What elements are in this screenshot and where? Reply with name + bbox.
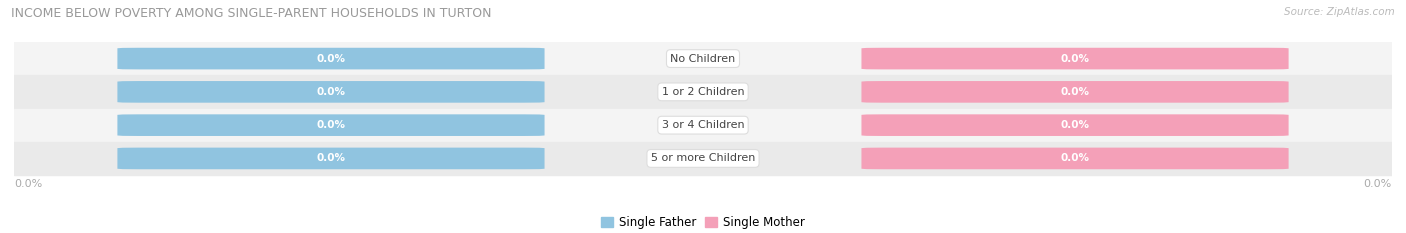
Text: 0.0%: 0.0%	[316, 154, 346, 163]
Text: 0.0%: 0.0%	[14, 179, 42, 189]
FancyBboxPatch shape	[117, 148, 544, 169]
Text: 0.0%: 0.0%	[1060, 54, 1090, 64]
Text: No Children: No Children	[671, 54, 735, 64]
FancyBboxPatch shape	[117, 48, 544, 69]
Text: 0.0%: 0.0%	[316, 120, 346, 130]
Text: INCOME BELOW POVERTY AMONG SINGLE-PARENT HOUSEHOLDS IN TURTON: INCOME BELOW POVERTY AMONG SINGLE-PARENT…	[11, 7, 492, 20]
FancyBboxPatch shape	[862, 114, 1289, 136]
Bar	[14, 109, 1392, 142]
FancyBboxPatch shape	[117, 81, 544, 103]
Bar	[14, 42, 1392, 75]
Text: 1 or 2 Children: 1 or 2 Children	[662, 87, 744, 97]
Text: 5 or more Children: 5 or more Children	[651, 154, 755, 163]
Text: Source: ZipAtlas.com: Source: ZipAtlas.com	[1284, 7, 1395, 17]
Text: 0.0%: 0.0%	[316, 54, 346, 64]
Text: 0.0%: 0.0%	[1060, 120, 1090, 130]
Legend: Single Father, Single Mother: Single Father, Single Mother	[600, 216, 806, 229]
Text: 0.0%: 0.0%	[316, 87, 346, 97]
Text: 3 or 4 Children: 3 or 4 Children	[662, 120, 744, 130]
Text: 0.0%: 0.0%	[1060, 87, 1090, 97]
FancyBboxPatch shape	[862, 81, 1289, 103]
FancyBboxPatch shape	[862, 48, 1289, 69]
Text: 0.0%: 0.0%	[1060, 154, 1090, 163]
Bar	[14, 142, 1392, 175]
FancyBboxPatch shape	[117, 114, 544, 136]
Text: 0.0%: 0.0%	[1364, 179, 1392, 189]
Bar	[14, 75, 1392, 109]
FancyBboxPatch shape	[862, 148, 1289, 169]
